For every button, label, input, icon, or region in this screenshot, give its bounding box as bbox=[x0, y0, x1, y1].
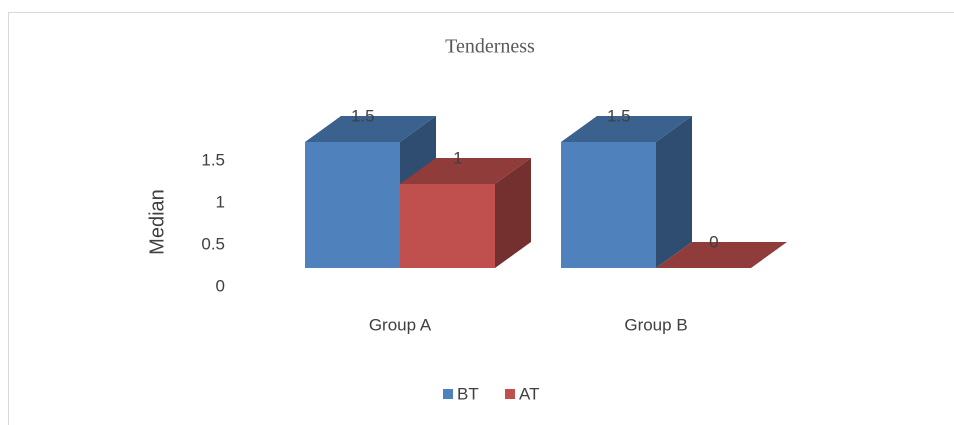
legend-swatch bbox=[505, 389, 515, 399]
data-label: 1.5 bbox=[351, 106, 375, 125]
legend-label: AT bbox=[519, 384, 539, 403]
data-label: 1.5 bbox=[607, 106, 631, 125]
y-tick-label: 0.5 bbox=[201, 234, 225, 253]
bar-top bbox=[400, 158, 531, 184]
chart-title: Tenderness bbox=[445, 36, 535, 58]
bar-top bbox=[305, 116, 436, 142]
bar bbox=[400, 184, 495, 268]
data-label: 1 bbox=[453, 148, 462, 167]
y-tick-label: 1.5 bbox=[201, 150, 225, 169]
bar bbox=[305, 142, 400, 268]
y-tick-label: 0 bbox=[216, 276, 225, 295]
data-label: 0 bbox=[709, 232, 718, 251]
bar-side bbox=[656, 116, 692, 268]
y-tick-label: 1 bbox=[216, 192, 225, 211]
legend-swatch bbox=[443, 389, 453, 399]
bar-top bbox=[656, 242, 787, 268]
bar bbox=[561, 142, 656, 268]
x-tick-label: Group A bbox=[369, 315, 432, 334]
bar-top bbox=[561, 116, 692, 142]
legend-label: BT bbox=[457, 384, 479, 403]
y-axis-label: Median bbox=[146, 189, 168, 255]
bar-side bbox=[495, 158, 531, 268]
x-tick-label: Group B bbox=[624, 315, 687, 334]
